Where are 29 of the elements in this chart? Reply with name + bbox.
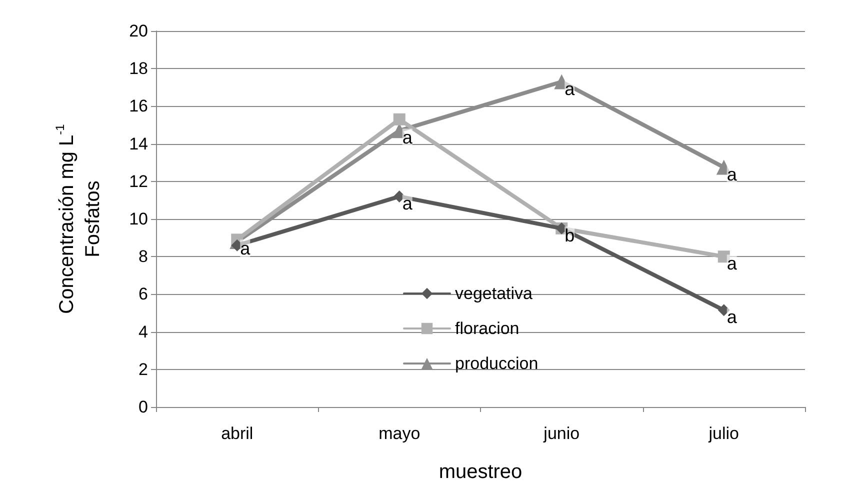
y-tick-label: 10 <box>129 210 148 228</box>
x-tick-label: julio <box>708 424 739 443</box>
x-tick-label: abril <box>221 424 254 443</box>
legend-label: vegetativa <box>455 284 534 303</box>
annotation: a <box>726 254 738 274</box>
text: Concentración mg L-1 Fosfatos <box>53 124 104 314</box>
y-tick-label: 16 <box>129 96 148 116</box>
y-tick-label: 14 <box>129 134 148 154</box>
y-tick-label: 0 <box>138 398 148 416</box>
point <box>393 113 406 126</box>
annotation: a <box>726 164 738 184</box>
y-tick-label: 8 <box>138 247 148 266</box>
annotation: a <box>726 307 738 328</box>
y-tick-label: 12 <box>129 172 148 191</box>
y-tick-label: 6 <box>138 284 148 304</box>
annotation: a <box>240 238 252 259</box>
x-tick-label: mayo <box>378 424 420 443</box>
annotation: a <box>402 128 414 148</box>
y-tick-label: 20 <box>129 22 148 40</box>
annotation: a <box>402 193 414 214</box>
y-tick-label: 18 <box>129 59 148 78</box>
annotation: b <box>564 225 575 246</box>
legend-label: produccion <box>455 354 538 373</box>
x-axis-title: muestreo <box>438 461 522 483</box>
x-tick-label: junio <box>542 424 580 443</box>
y-tick-label: 4 <box>138 322 148 342</box>
y-tick-label: 2 <box>138 360 148 379</box>
legend-label: floracion <box>455 319 520 338</box>
annotation: a <box>564 78 576 99</box>
